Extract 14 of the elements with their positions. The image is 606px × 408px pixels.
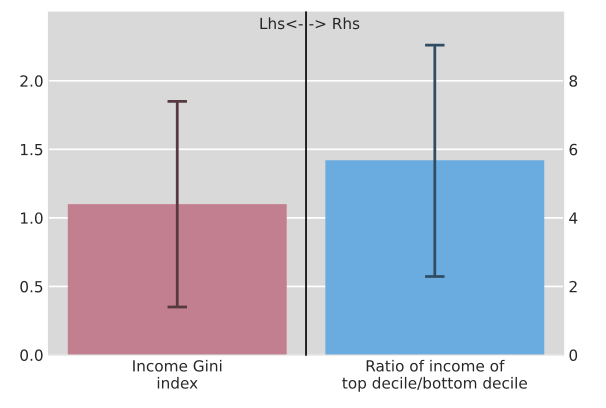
y-tick-label: 2.0 xyxy=(20,75,43,87)
y2-tick-label: 4 xyxy=(569,212,578,224)
y-tick-label: 1.5 xyxy=(21,144,42,156)
y2-tick-label: 2 xyxy=(570,280,577,292)
y-tick-label: 1.0 xyxy=(21,212,43,224)
x-tick-label: Ratio of income of top decile/bottom decile xyxy=(342,360,527,392)
annotation: Lhs<- xyxy=(260,17,303,30)
x-tick-label: Income Gini index xyxy=(133,360,222,389)
y2-tick-label: 0 xyxy=(569,349,578,361)
y2-tick-label: 6 xyxy=(570,144,578,156)
y-tick-label: 0.5 xyxy=(20,280,42,292)
annotation: -> Rhs xyxy=(309,17,360,30)
y2-tick-label: 8 xyxy=(569,75,578,87)
y-tick-label: 0.0 xyxy=(20,349,43,361)
